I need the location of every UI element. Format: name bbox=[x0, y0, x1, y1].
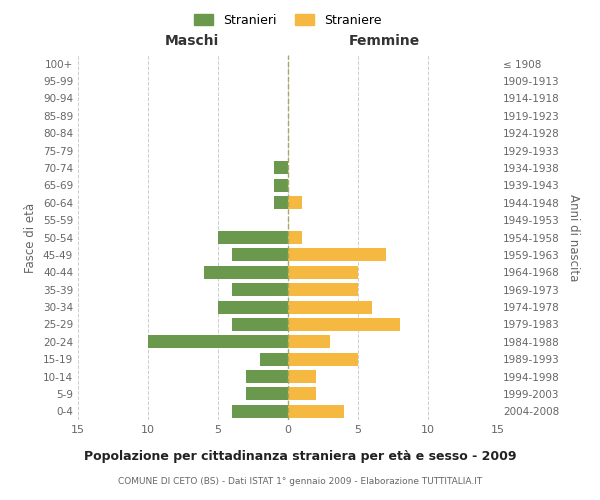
Bar bbox=[246, 370, 288, 383]
Bar bbox=[288, 266, 358, 279]
Text: Popolazione per cittadinanza straniera per età e sesso - 2009: Popolazione per cittadinanza straniera p… bbox=[84, 450, 516, 463]
Bar bbox=[288, 318, 400, 331]
Bar bbox=[218, 231, 288, 244]
Bar bbox=[288, 405, 344, 418]
Bar bbox=[274, 162, 288, 174]
Bar bbox=[274, 196, 288, 209]
Bar bbox=[288, 352, 358, 366]
Bar bbox=[204, 266, 288, 279]
Bar bbox=[288, 388, 316, 400]
Y-axis label: Anni di nascita: Anni di nascita bbox=[568, 194, 580, 281]
Bar bbox=[288, 248, 386, 262]
Bar bbox=[260, 352, 288, 366]
Bar bbox=[232, 248, 288, 262]
Bar bbox=[288, 196, 302, 209]
Bar bbox=[288, 370, 316, 383]
Bar bbox=[232, 405, 288, 418]
Text: Maschi: Maschi bbox=[164, 34, 218, 48]
Bar bbox=[288, 300, 372, 314]
Text: COMUNE DI CETO (BS) - Dati ISTAT 1° gennaio 2009 - Elaborazione TUTTITALIA.IT: COMUNE DI CETO (BS) - Dati ISTAT 1° genn… bbox=[118, 478, 482, 486]
Bar bbox=[288, 283, 358, 296]
Bar bbox=[274, 179, 288, 192]
Y-axis label: Fasce di età: Fasce di età bbox=[25, 202, 37, 272]
Bar bbox=[246, 388, 288, 400]
Bar bbox=[288, 336, 330, 348]
Bar bbox=[218, 300, 288, 314]
Bar bbox=[232, 283, 288, 296]
Bar bbox=[148, 336, 288, 348]
Bar bbox=[232, 318, 288, 331]
Legend: Stranieri, Straniere: Stranieri, Straniere bbox=[191, 10, 385, 30]
Text: Femmine: Femmine bbox=[349, 34, 420, 48]
Bar bbox=[288, 231, 302, 244]
